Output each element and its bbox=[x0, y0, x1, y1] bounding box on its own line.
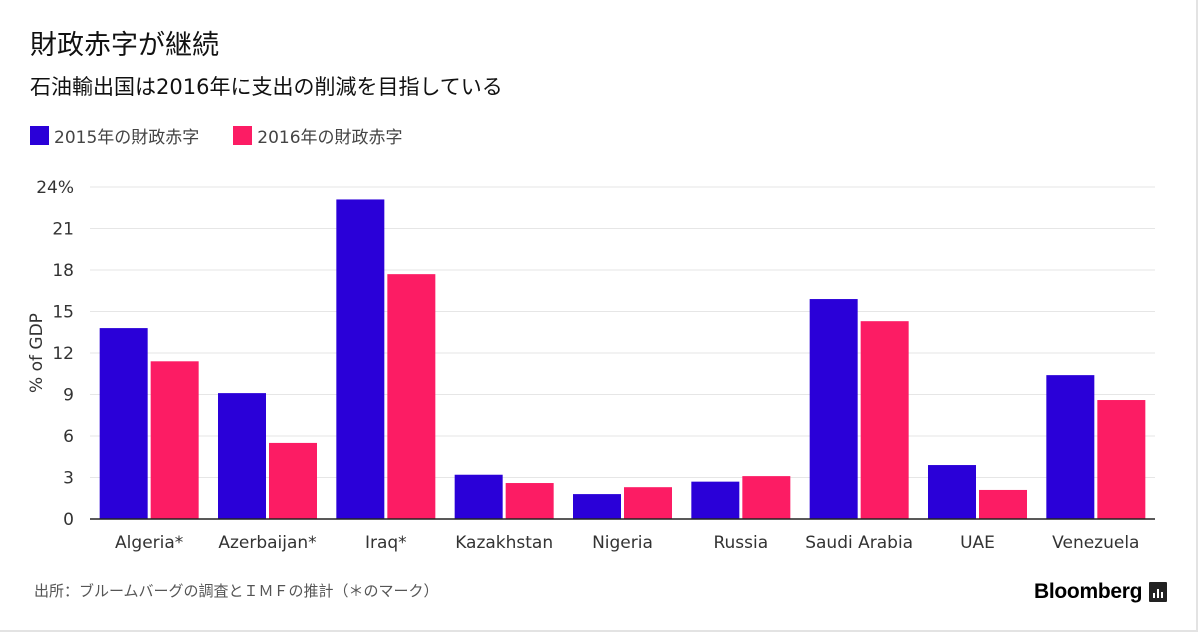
bar-2016 bbox=[979, 489, 1027, 519]
chart-title: 財政赤字が継続 bbox=[30, 30, 219, 61]
bar-2015 bbox=[99, 328, 148, 519]
bar-2015 bbox=[691, 481, 740, 519]
y-tick-label: 15 bbox=[52, 303, 74, 323]
x-tick-label: Russia bbox=[713, 533, 768, 553]
bar-2016 bbox=[269, 442, 317, 519]
bar-2016 bbox=[505, 483, 554, 519]
x-tick-label: UAE bbox=[960, 533, 995, 553]
y-tick-label: 6 bbox=[63, 427, 74, 447]
x-tick-label: Nigeria bbox=[592, 533, 653, 553]
legend-label-2016: 2016年の財政赤字 bbox=[257, 127, 403, 148]
x-tick-label: Venezuela bbox=[1052, 533, 1139, 553]
legend-label-2015: 2015年の財政赤字 bbox=[54, 127, 200, 148]
y-axis-label: % of GDP bbox=[27, 313, 47, 393]
bar-2015 bbox=[218, 393, 266, 519]
x-tick-label: Kazakhstan bbox=[455, 533, 553, 553]
bar-2015 bbox=[1046, 375, 1095, 519]
bar-2016 bbox=[860, 321, 909, 519]
bar-2015 bbox=[454, 474, 503, 519]
bar-2015 bbox=[336, 199, 385, 519]
x-tick-label: Algeria* bbox=[115, 533, 183, 553]
bar-2016 bbox=[624, 487, 672, 519]
legend-item-2015: 2015年の財政赤字 bbox=[30, 123, 199, 148]
brand-name: Bloomberg bbox=[1034, 580, 1143, 603]
y-tick-label: 12 bbox=[52, 344, 74, 364]
bar-2015 bbox=[928, 465, 976, 519]
legend-swatch-2016 bbox=[233, 125, 253, 145]
y-tick-label: 0 bbox=[63, 510, 74, 530]
y-tick-label: 3 bbox=[63, 469, 74, 489]
bar-2016 bbox=[1097, 400, 1146, 519]
bar-2016 bbox=[150, 361, 199, 519]
chart-subtitle: 石油輸出国は2016年に支出の削減を目指している bbox=[30, 75, 503, 99]
source-note: 出所：ブルームバーグの調査とＩＭＦの推計（＊のマーク） bbox=[34, 582, 439, 600]
y-tick-label: 9 bbox=[63, 386, 74, 406]
bar-2016 bbox=[387, 274, 436, 519]
bar-chart-icon bbox=[1149, 582, 1168, 602]
x-tick-label: Saudi Arabia bbox=[805, 533, 913, 553]
bar-2015 bbox=[809, 299, 858, 519]
bar-2016 bbox=[742, 476, 791, 519]
brand-logo: Bloomberg bbox=[1034, 579, 1168, 605]
legend-item-2016: 2016年の財政赤字 bbox=[233, 123, 403, 148]
x-tick-label: Iraq* bbox=[365, 533, 407, 553]
y-tick-label: 18 bbox=[52, 261, 74, 281]
legend: 2015年の財政赤字 2016年の財政赤字 bbox=[30, 123, 437, 148]
x-tick-label: Azerbaijan* bbox=[218, 533, 316, 553]
y-tick-label: 21 bbox=[52, 220, 74, 240]
bar-2015 bbox=[573, 494, 621, 519]
y-tick-label: 24% bbox=[36, 178, 74, 198]
legend-swatch-2015 bbox=[30, 125, 49, 145]
